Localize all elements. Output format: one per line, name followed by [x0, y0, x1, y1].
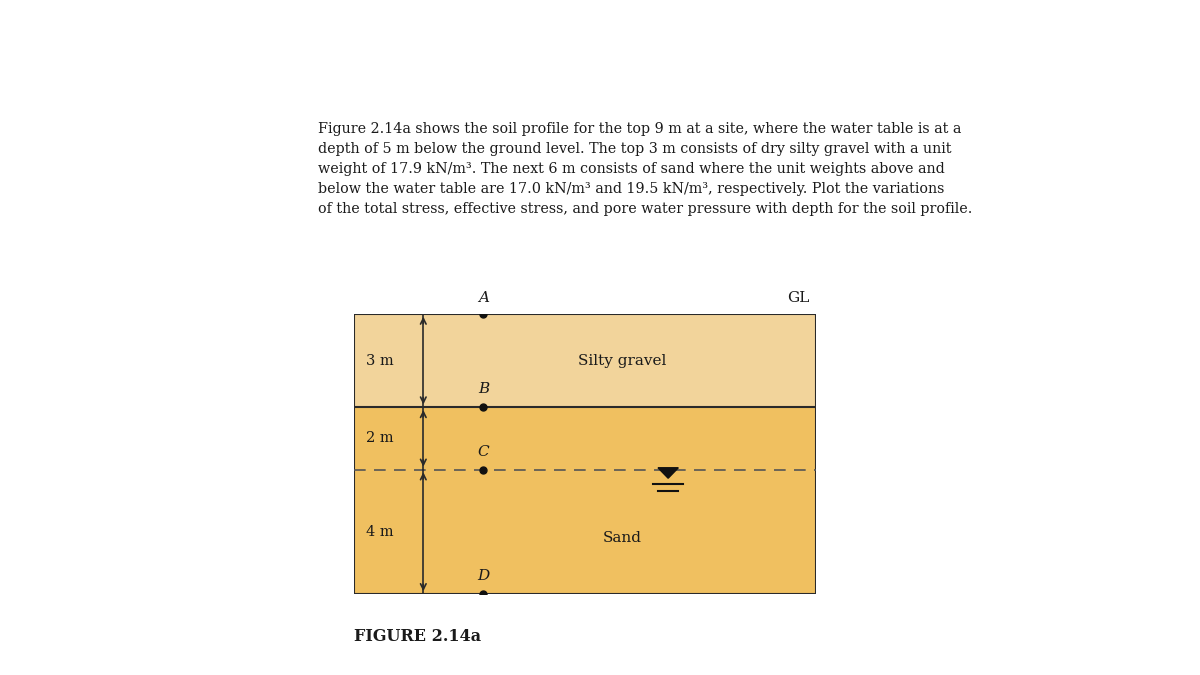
Bar: [354, 314, 816, 407]
Text: 3 m: 3 m: [366, 354, 394, 368]
Text: D: D: [478, 569, 490, 583]
Text: C: C: [478, 445, 490, 458]
Text: A: A: [478, 290, 488, 304]
Text: B: B: [478, 382, 488, 396]
Polygon shape: [658, 468, 678, 478]
Text: 2 m: 2 m: [366, 431, 394, 446]
Text: Silty gravel: Silty gravel: [577, 354, 666, 368]
Text: 4 m: 4 m: [366, 524, 394, 539]
Text: GL: GL: [787, 290, 809, 304]
Bar: [354, 407, 816, 594]
Text: FIGURE 2.14a: FIGURE 2.14a: [354, 628, 481, 645]
Text: Sand: Sand: [602, 531, 642, 545]
Text: Figure 2.14a shows the soil profile for the top 9 m at a site, where the water t: Figure 2.14a shows the soil profile for …: [318, 122, 972, 216]
